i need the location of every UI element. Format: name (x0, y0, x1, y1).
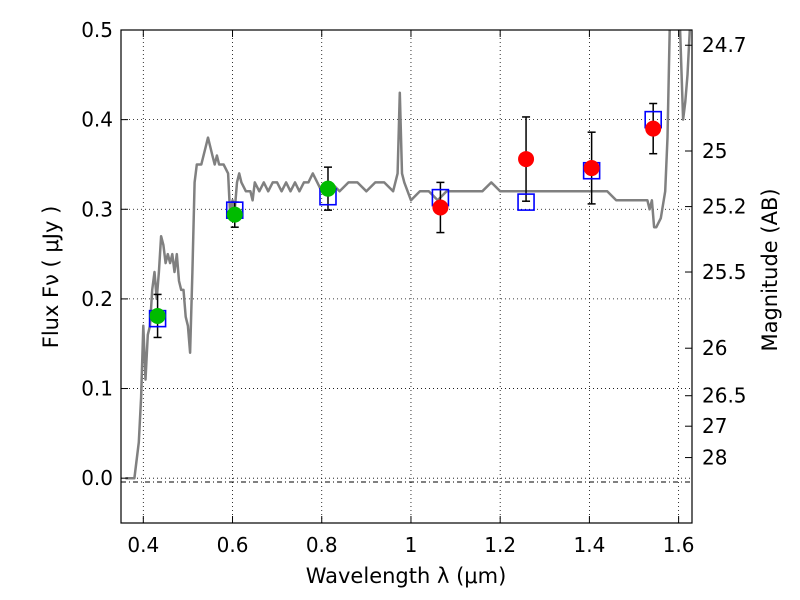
y2-tick-label: 26.5 (702, 384, 747, 408)
model-spectrum-layer (125, 30, 692, 480)
red-point (432, 199, 449, 216)
y2-axis-label: Magnitude (AB) (758, 188, 782, 351)
x-tick-label: 0.8 (306, 533, 338, 557)
model-spectrum-line (125, 30, 692, 480)
y2-tick-label: 28 (702, 446, 727, 470)
y-tick-label: 0.5 (81, 18, 113, 42)
y-tick-label: 0.1 (81, 377, 113, 401)
y-axis-ticks: 0.0 0.1 0.2 0.3 0.4 0.5 (81, 18, 128, 490)
y2-tick-label: 26 (702, 336, 727, 360)
green-point (149, 307, 166, 324)
y2-tick-label: 24.7 (702, 33, 747, 57)
x-tick-label: 0.4 (127, 533, 159, 557)
y2-axis-ticks: 24.7 25 25.2 25.5 26 26.5 27 28 (685, 33, 747, 470)
y-tick-label: 0.2 (81, 287, 113, 311)
x-tick-label: 1.4 (573, 533, 605, 557)
data-points (149, 120, 662, 324)
x-axis-label: Wavelength λ (μm) (306, 564, 507, 588)
y-tick-label: 0.0 (81, 466, 113, 490)
plot-frame (120, 29, 693, 524)
red-point (645, 120, 662, 137)
y2-tick-label: 25.2 (702, 195, 747, 219)
y-tick-label: 0.4 (81, 108, 113, 132)
y2-tick-label: 25.5 (702, 260, 747, 284)
x-tick-label: 0.6 (217, 533, 249, 557)
x-tick-label: 1.6 (663, 533, 695, 557)
green-point (226, 206, 243, 223)
green-point (319, 180, 336, 197)
x-tick-label: 1.2 (484, 533, 516, 557)
y2-tick-label: 27 (702, 414, 727, 438)
x-tick-label: 1 (405, 533, 418, 557)
model-box-marker (517, 193, 535, 211)
y-tick-label: 0.3 (81, 197, 113, 221)
red-point (583, 160, 600, 177)
y-axis-label: Flux Fν ( μJy ) (39, 206, 63, 349)
red-point (518, 151, 535, 168)
x-axis-ticks: 0.4 0.6 0.8 1 1.2 1.4 1.6 (127, 30, 695, 557)
y2-tick-label: 25 (702, 139, 727, 163)
